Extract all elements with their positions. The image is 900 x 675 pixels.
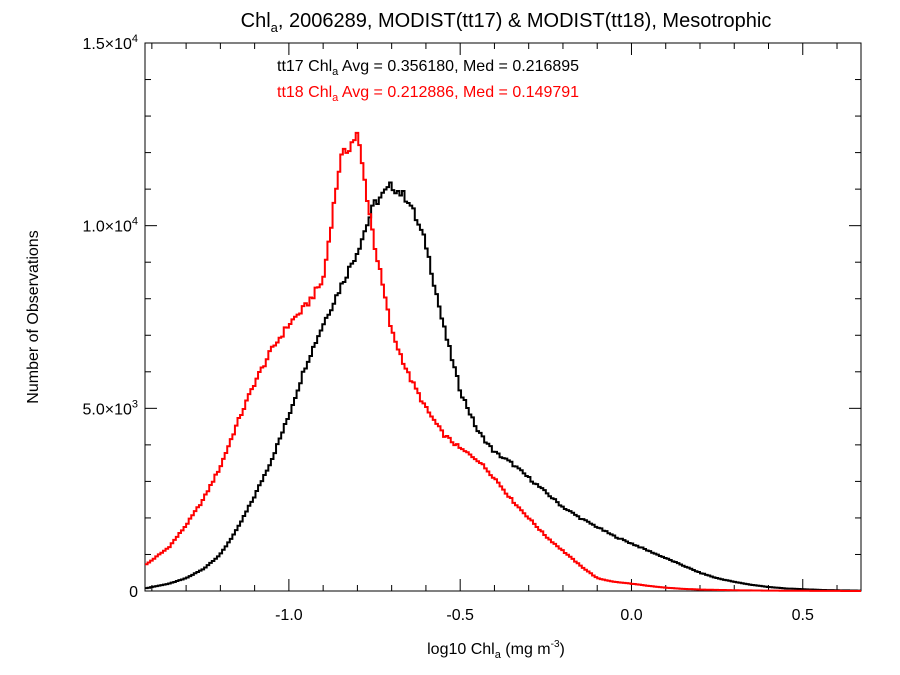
- chart-title-subscript: a: [271, 20, 279, 35]
- y-tick-label-3: 1.5×104: [82, 33, 138, 53]
- chart-title-rest: , 2006289, MODIST(tt17) & MODIST(tt18), …: [278, 10, 772, 32]
- chart-title: Chla, 2006289, MODIST(tt17) & MODIST(tt1…: [241, 10, 772, 35]
- x-axis-label-close: ): [560, 641, 565, 658]
- y-tick-label-1: 5.0×103: [82, 398, 138, 418]
- y-axis-label: Number of Observations: [25, 230, 42, 403]
- x-axis-label-units: (mg m: [501, 641, 551, 658]
- series-line-tt18: [145, 131, 861, 592]
- tt18-stats-annotation: tt18 Chla Avg = 0.212886, Med = 0.149791: [277, 84, 579, 104]
- axis-ticks: -1.0 -0.5 0.0 0.5 0 5.0×103 1.0×104 1.5×104: [82, 33, 861, 624]
- tt17-annotation-prefix: tt17 Chl: [277, 58, 332, 75]
- series-layer: [145, 131, 861, 592]
- y-tick-label-2: 1.0×104: [82, 216, 138, 236]
- x-tick-label-2: 0.0: [620, 607, 642, 624]
- x-axis-label: log10 Chla (mg m-3): [427, 639, 565, 661]
- tt17-annotation-suffix: Avg = 0.356180, Med = 0.216895: [338, 58, 579, 75]
- x-axis-label-subscript: a: [495, 649, 502, 661]
- x-axis-label-superscript: -3: [551, 639, 560, 650]
- tt18-annotation-suffix: Avg = 0.212886, Med = 0.149791: [338, 84, 579, 101]
- tt18-annotation-subscript: a: [332, 92, 339, 104]
- tt17-annotation-subscript: a: [332, 66, 339, 78]
- series-line-tt17: [145, 181, 861, 592]
- x-tick-label-3: 0.5: [792, 607, 814, 624]
- chart-title-main: Chl: [241, 10, 271, 32]
- x-axis-label-main: log10 Chl: [427, 641, 495, 658]
- y-tick-label-0: 0: [129, 584, 138, 601]
- plot-frame: [144, 42, 862, 592]
- x-tick-label-0: -1.0: [275, 607, 303, 624]
- tt17-stats-annotation: tt17 Chla Avg = 0.356180, Med = 0.216895: [277, 58, 579, 78]
- x-tick-label-1: -0.5: [446, 607, 474, 624]
- tt18-annotation-prefix: tt18 Chl: [277, 84, 332, 101]
